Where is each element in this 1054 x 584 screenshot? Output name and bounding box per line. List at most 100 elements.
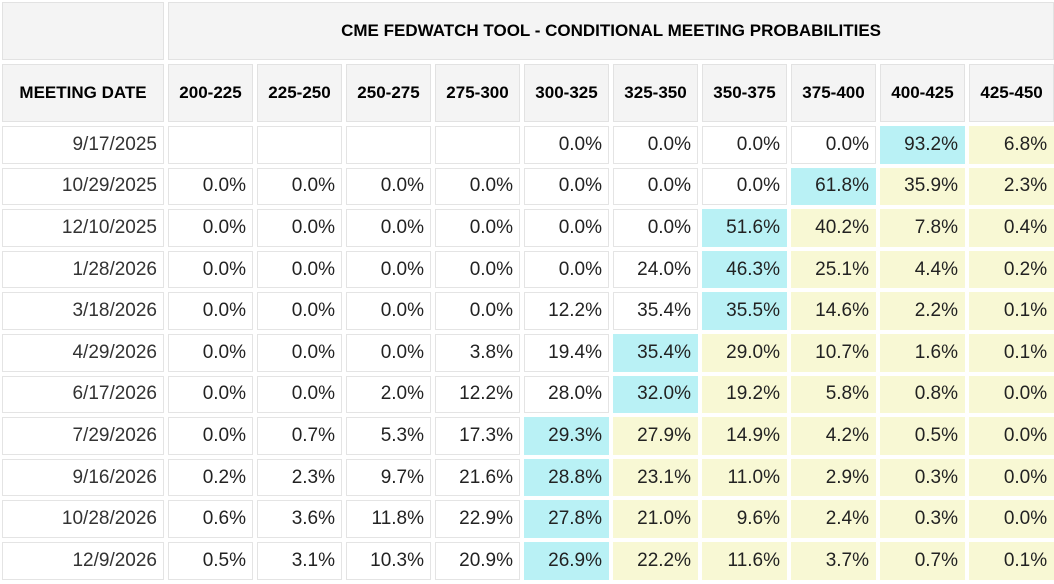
probability-cell: 51.6% <box>702 209 787 247</box>
probability-cell: 2.9% <box>791 458 876 497</box>
probability-cell: 27.8% <box>524 500 609 538</box>
rate-range-header: 225-250 <box>257 64 342 122</box>
probability-cell: 4.4% <box>880 250 965 289</box>
table-row: 9/16/2026 0.2% 2.3% 9.7% 21.6% 28.8% 23.1% 11.0… <box>2 458 1054 497</box>
table-row: 12/9/2026 0.5% 3.1% 10.3% 20.9% 26.9% 22.2% 11.… <box>2 541 1054 580</box>
title-row: CME FEDWATCH TOOL - CONDITIONAL MEETING … <box>2 2 1054 60</box>
probability-cell: 0.1% <box>969 292 1054 330</box>
probability-cell: 0.0% <box>168 167 253 206</box>
rate-range-header: 275-300 <box>435 64 520 122</box>
rate-range-header: 250-275 <box>346 64 431 122</box>
probability-cell: 0.4% <box>969 209 1054 247</box>
probability-cell: 29.3% <box>524 417 609 455</box>
probability-cell: 26.9% <box>524 541 609 580</box>
probability-cell: 32.0% <box>613 375 698 414</box>
probability-cell: 2.4% <box>791 500 876 538</box>
probability-cell: 3.8% <box>435 333 520 372</box>
probability-cell: 11.6% <box>702 541 787 580</box>
probability-cell: 24.0% <box>613 250 698 289</box>
probability-cell: 0.0% <box>524 209 609 247</box>
table-row: 10/29/2025 0.0% 0.0% 0.0% 0.0% 0.0% 0.0% 0.0% 61… <box>2 167 1054 206</box>
probability-cell: 0.0% <box>168 417 253 455</box>
probability-cell: 0.0% <box>346 209 431 247</box>
probability-cell: 0.0% <box>791 126 876 164</box>
probability-cell <box>346 126 431 164</box>
probability-cell: 11.8% <box>346 500 431 538</box>
probability-cell: 23.1% <box>613 458 698 497</box>
probability-cell: 3.1% <box>257 541 342 580</box>
rate-range-header: 200-225 <box>168 64 253 122</box>
probability-cell: 22.2% <box>613 541 698 580</box>
probability-cell: 0.0% <box>257 375 342 414</box>
table-row: 10/28/2026 0.6% 3.6% 11.8% 22.9% 27.8% 21.0% 9.… <box>2 500 1054 538</box>
probability-cell: 6.8% <box>969 126 1054 164</box>
probability-cell: 9.7% <box>346 458 431 497</box>
probability-cell: 2.3% <box>969 167 1054 206</box>
probability-cell: 0.2% <box>969 250 1054 289</box>
probability-cell: 0.0% <box>257 292 342 330</box>
probability-cell: 0.0% <box>435 292 520 330</box>
probability-cell: 40.2% <box>791 209 876 247</box>
probability-cell: 2.0% <box>346 375 431 414</box>
table-row: 7/29/2026 0.0% 0.7% 5.3% 17.3% 29.3% 27.9% 14.9… <box>2 417 1054 455</box>
probability-cell: 14.6% <box>791 292 876 330</box>
probability-cell: 5.8% <box>791 375 876 414</box>
probability-cell: 0.1% <box>969 541 1054 580</box>
table-row: 12/10/2025 0.0% 0.0% 0.0% 0.0% 0.0% 0.0% 51.6% 4… <box>2 209 1054 247</box>
probability-cell: 5.3% <box>346 417 431 455</box>
table-row: 9/17/2025 0.0% 0.0% 0.0% 0.0% 93.2% 6.8% <box>2 126 1054 164</box>
table-row: 1/28/2026 0.0% 0.0% 0.0% 0.0% 0.0% 24.0% 46.3% 2… <box>2 250 1054 289</box>
probability-cell: 12.2% <box>524 292 609 330</box>
probability-cell: 3.7% <box>791 541 876 580</box>
probability-cell: 21.6% <box>435 458 520 497</box>
probability-cell: 17.3% <box>435 417 520 455</box>
probability-cell: 0.0% <box>702 126 787 164</box>
meeting-date-cell: 10/29/2025 <box>2 167 164 206</box>
table-row: 3/18/2026 0.0% 0.0% 0.0% 0.0% 12.2% 35.4% 35.5%… <box>2 292 1054 330</box>
probability-cell: 9.6% <box>702 500 787 538</box>
meeting-date-cell: 1/28/2026 <box>2 250 164 289</box>
probability-cell: 0.0% <box>435 209 520 247</box>
probability-cell: 0.0% <box>257 167 342 206</box>
probability-cell: 3.6% <box>257 500 342 538</box>
rate-range-header: 425-450 <box>969 64 1054 122</box>
probability-cell: 0.3% <box>880 458 965 497</box>
probability-cell <box>435 126 520 164</box>
probability-cell: 19.2% <box>702 375 787 414</box>
meeting-date-cell: 10/28/2026 <box>2 500 164 538</box>
probability-cell: 0.0% <box>257 333 342 372</box>
probability-cell: 35.9% <box>880 167 965 206</box>
probability-cell: 61.8% <box>791 167 876 206</box>
probability-cell: 0.7% <box>880 541 965 580</box>
probability-cell: 0.6% <box>168 500 253 538</box>
probability-cell: 0.0% <box>524 126 609 164</box>
probability-cell: 0.0% <box>524 250 609 289</box>
probability-cell: 0.0% <box>435 167 520 206</box>
probability-cell: 0.0% <box>168 209 253 247</box>
probability-cell: 0.0% <box>168 333 253 372</box>
rate-range-header: 325-350 <box>613 64 698 122</box>
probability-cell: 0.0% <box>346 333 431 372</box>
probability-cell: 0.3% <box>880 500 965 538</box>
meeting-date-header: MEETING DATE <box>2 64 164 122</box>
probability-cell <box>168 126 253 164</box>
probability-cell: 29.0% <box>702 333 787 372</box>
probability-cell: 12.2% <box>435 375 520 414</box>
probability-cell: 19.4% <box>524 333 609 372</box>
probability-cell: 22.9% <box>435 500 520 538</box>
probability-cell: 0.0% <box>257 250 342 289</box>
probability-cell: 7.8% <box>880 209 965 247</box>
table-row: 6/17/2026 0.0% 0.0% 2.0% 12.2% 28.0% 32.0% 19.2… <box>2 375 1054 414</box>
probability-cell: 1.6% <box>880 333 965 372</box>
probability-cell: 20.9% <box>435 541 520 580</box>
probability-cell: 0.0% <box>702 167 787 206</box>
probability-cell: 0.5% <box>880 417 965 455</box>
probability-cell: 0.0% <box>969 417 1054 455</box>
rate-range-header: 350-375 <box>702 64 787 122</box>
meeting-date-cell: 6/17/2026 <box>2 375 164 414</box>
rate-range-header: 300-325 <box>524 64 609 122</box>
probability-cell: 0.2% <box>168 458 253 497</box>
probability-cell: 21.0% <box>613 500 698 538</box>
meeting-date-cell: 12/9/2026 <box>2 541 164 580</box>
